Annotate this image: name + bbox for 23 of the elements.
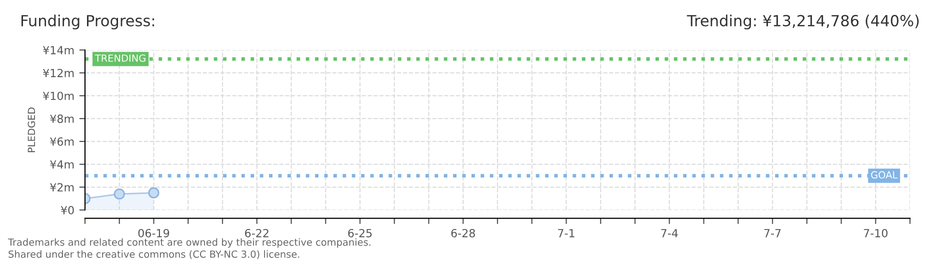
ref-line-label: TRENDING (94, 54, 146, 62)
y-tick-label: ¥4m (50, 160, 74, 169)
x-tick-label: 7-1 (558, 229, 574, 238)
x-tick-label: 6-25 (348, 228, 372, 238)
y-tick-label: ¥0 (60, 206, 74, 214)
x-tick-label: 6-22 (245, 228, 268, 238)
y-tick-label: ¥14m (42, 46, 74, 54)
x-tick-label: 7-7 (764, 229, 781, 238)
y-tick-label: ¥12m (42, 68, 74, 78)
y-tick-label: ¥2m (50, 183, 74, 192)
x-tick-label: 7-10 (864, 228, 888, 238)
y-tick-label: ¥10m (42, 92, 74, 100)
y-tick-label: ¥8m (50, 114, 74, 123)
y-axis-title: PLEDGED (28, 108, 36, 152)
x-tick-label: 06-19 (138, 228, 170, 238)
text: Shared under the creative commons (CC BY-NC 3.0) license. (8, 250, 300, 259)
ref-line-label: GOAL (871, 171, 898, 179)
text: Trending: ¥13,214,786 (440%) (686, 14, 919, 30)
text: Trademarks and related content are owned by their respective companies. (8, 238, 370, 248)
x-tick-label: 6-28 (451, 228, 475, 238)
x-tick-label: 7-4 (661, 229, 678, 238)
chart-title: Funding Progress: (22, 14, 154, 30)
y-tick-label: ¥6m (50, 137, 74, 146)
